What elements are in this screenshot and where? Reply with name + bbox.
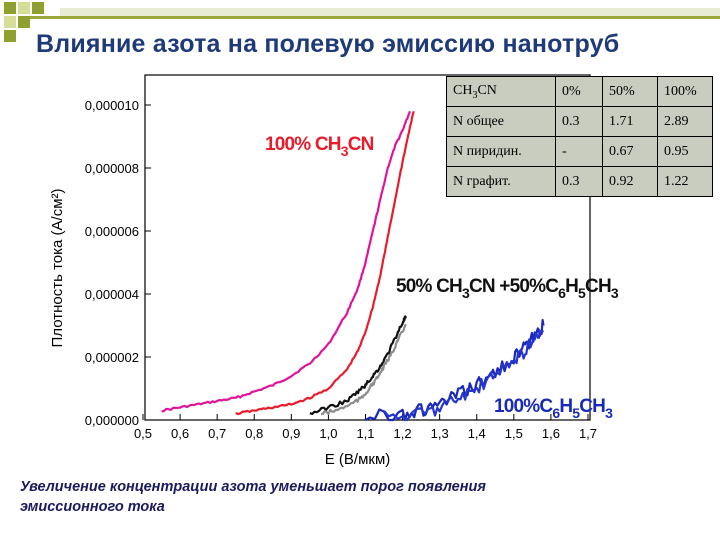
y-tick-label: 0,000008	[85, 161, 139, 176]
series-line	[364, 318, 545, 422]
series-line	[320, 324, 407, 416]
caption-line: Увеличение концентрации азота уменьшает …	[20, 479, 486, 495]
table-cell: CH3CN	[446, 76, 556, 107]
annotation-100-c6h5ch3: 100%C6H5CH3	[494, 396, 613, 421]
caption-line: эмиссионного тока	[20, 499, 165, 515]
table-cell: 0.95	[657, 136, 713, 167]
x-tick-label: 0,5	[134, 426, 152, 441]
y-tick-label: 0,000002	[85, 350, 139, 365]
y-tick-label: 0,000006	[85, 224, 139, 239]
y-tick-label: 0,000004	[85, 287, 139, 302]
nitrogen-table: CH3CN 0% 50% 100% N общее 0.3 1.71 2.89 …	[446, 76, 713, 197]
table-cell: 0.92	[602, 166, 658, 197]
header-band	[60, 8, 720, 16]
series-line	[309, 315, 407, 415]
table-cell: N графит.	[446, 166, 556, 197]
table-cell: 0.67	[602, 136, 658, 167]
x-tick-label: 1,6	[542, 426, 560, 441]
x-tick-label: 0,6	[171, 426, 189, 441]
annotation-100-ch3cn: 100% CH3CN	[265, 134, 374, 159]
x-tick-label: 1,7	[579, 426, 597, 441]
table-row: N графит. 0.3 0.92 1.22	[446, 166, 713, 197]
y-tick-label: 0,000000	[85, 413, 139, 428]
table-cell: N общее	[446, 106, 556, 137]
header-rule	[30, 16, 720, 19]
x-axis-label: E (В/мкм)	[325, 451, 391, 468]
table-row: N общее 0.3 1.71 2.89	[446, 106, 713, 137]
x-tick-label: 0,8	[245, 426, 263, 441]
table-row: CH3CN 0% 50% 100%	[446, 76, 713, 107]
decorative-squares	[0, 0, 60, 42]
table-cell: 1.22	[657, 166, 713, 197]
series-line	[235, 111, 415, 416]
table-row: N пиридин. - 0.67 0.95	[446, 136, 713, 167]
x-tick-label: 0,7	[208, 426, 226, 441]
slide-title: Влияние азота на полевую эмиссию нанотру…	[36, 30, 620, 58]
table-cell: 1.71	[602, 106, 658, 137]
table-cell: 50%	[602, 76, 658, 107]
table-cell: 0.3	[555, 166, 603, 197]
annotation-50-50: 50% CH3CN +50%C6H5CH3	[396, 276, 619, 301]
x-tick-label: 1,0	[319, 426, 337, 441]
x-tick-label: 1,5	[505, 426, 523, 441]
table-cell: 0%	[555, 76, 603, 107]
x-tick-label: 1,2	[394, 426, 412, 441]
series-line	[161, 110, 412, 413]
table-cell: 0.3	[555, 106, 603, 137]
x-tick-label: 0,9	[282, 426, 300, 441]
x-tick-label: 1,4	[468, 426, 486, 441]
y-axis-label: Плотность тока (А/см²)	[49, 189, 66, 348]
y-tick-label: 0,000010	[85, 98, 139, 113]
table-cell: 100%	[657, 76, 713, 107]
series-line	[383, 329, 545, 422]
x-tick-label: 1,1	[356, 426, 374, 441]
table-cell: 2.89	[657, 106, 713, 137]
slide-caption: Увеличение концентрации азота уменьшает …	[20, 477, 680, 517]
table-cell: -	[555, 136, 603, 167]
x-tick-label: 1,3	[431, 426, 449, 441]
table-cell: N пиридин.	[446, 136, 556, 167]
